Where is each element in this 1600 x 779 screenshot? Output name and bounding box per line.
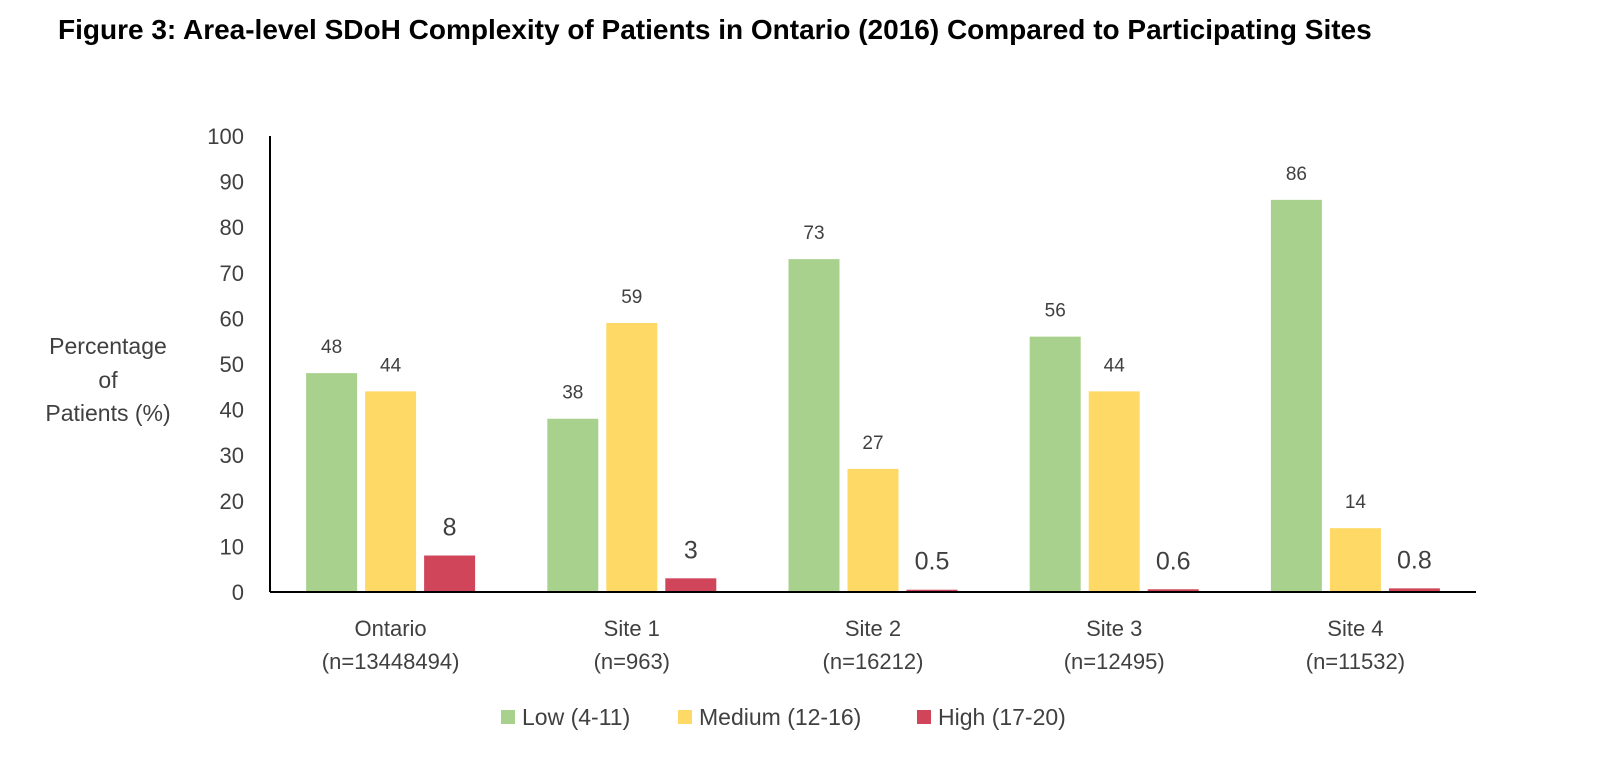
bar: [1270, 199, 1322, 592]
y-tick-label: 0: [232, 580, 244, 605]
bar-value-label: 48: [321, 337, 342, 358]
y-tick-label: 100: [207, 124, 244, 149]
category-sample-size: (n=13448494): [322, 649, 460, 674]
category-label: Site 2: [845, 616, 901, 641]
category-label: Ontario: [355, 616, 427, 641]
bar: [424, 555, 476, 592]
bar: [365, 391, 417, 592]
legend: Low (4-11) Medium (12-16) High (17-20): [501, 704, 1066, 730]
bar-value-label: 56: [1045, 301, 1066, 322]
bar-value-label: 0.5: [915, 548, 950, 576]
figure-title: Figure 3: Area-level SDoH Complexity of …: [58, 14, 1372, 45]
x-axis-categories: Ontario (n=13448494) Site 1 (n=963) Site 2 (n…: [322, 616, 1405, 674]
category-sample-size: (n=16212): [823, 649, 924, 674]
y-tick-label: 30: [220, 443, 244, 468]
y-tick-label: 10: [220, 534, 244, 559]
bar-value-label: 44: [380, 355, 402, 376]
bar-value-label: 0.8: [1397, 546, 1432, 574]
y-axis-label-line: Percentage: [49, 333, 167, 359]
bar: [1088, 391, 1140, 592]
bar-value-label: 0.6: [1156, 547, 1191, 575]
y-tick-label: 90: [220, 170, 244, 195]
category-sample-size: (n=12495): [1064, 649, 1165, 674]
bar-value-label: 59: [621, 287, 642, 308]
bar-value-label: 8: [443, 514, 457, 542]
bar: [788, 259, 840, 592]
legend-label: Medium (12-16): [699, 704, 861, 730]
category-sample-size: (n=963): [594, 649, 670, 674]
y-axis-label: Percentage of Patients (%): [45, 333, 170, 426]
bar-value-label: 14: [1345, 492, 1367, 513]
legend-label: High (17-20): [938, 704, 1066, 730]
legend-swatch: [917, 710, 931, 724]
bar-value-labels: 48 44 8 38 59 3 73 27 0.5 56 44 0.6 86 14 0.8: [321, 164, 1432, 576]
y-axis-label-line: Patients (%): [45, 400, 170, 426]
legend-swatch: [678, 710, 692, 724]
bar-value-label: 3: [684, 536, 698, 564]
bar: [665, 578, 717, 592]
y-tick-label: 20: [220, 489, 244, 514]
y-tick-label: 80: [220, 215, 244, 240]
y-axis-label-line: of: [98, 367, 118, 393]
category-label: Site 3: [1086, 616, 1142, 641]
category-label: Site 4: [1327, 616, 1383, 641]
bar-value-label: 86: [1286, 164, 1307, 185]
y-axis-ticks: 0 10 20 30 40 50 60 70 80 90 100: [207, 124, 244, 605]
y-tick-label: 70: [220, 261, 244, 286]
category-label: Site 1: [604, 616, 660, 641]
bar-value-label: 73: [803, 223, 824, 244]
y-tick-label: 40: [220, 398, 244, 423]
bar-value-label: 38: [562, 383, 583, 404]
bar: [606, 322, 658, 592]
y-tick-label: 50: [220, 352, 244, 377]
bar-value-label: 27: [862, 433, 883, 454]
bar: [547, 418, 599, 592]
legend-label: Low (4-11): [522, 704, 630, 730]
bar: [1147, 589, 1199, 592]
legend-swatch: [501, 710, 515, 724]
bar: [1329, 528, 1381, 592]
bar: [847, 468, 899, 592]
bar-value-label: 44: [1104, 355, 1126, 376]
y-tick-label: 60: [220, 306, 244, 331]
bar: [906, 589, 958, 592]
bar: [1388, 588, 1440, 592]
bar: [306, 373, 358, 592]
bar: [1029, 336, 1081, 592]
bars: [306, 199, 1440, 592]
category-sample-size: (n=11532): [1306, 649, 1405, 674]
